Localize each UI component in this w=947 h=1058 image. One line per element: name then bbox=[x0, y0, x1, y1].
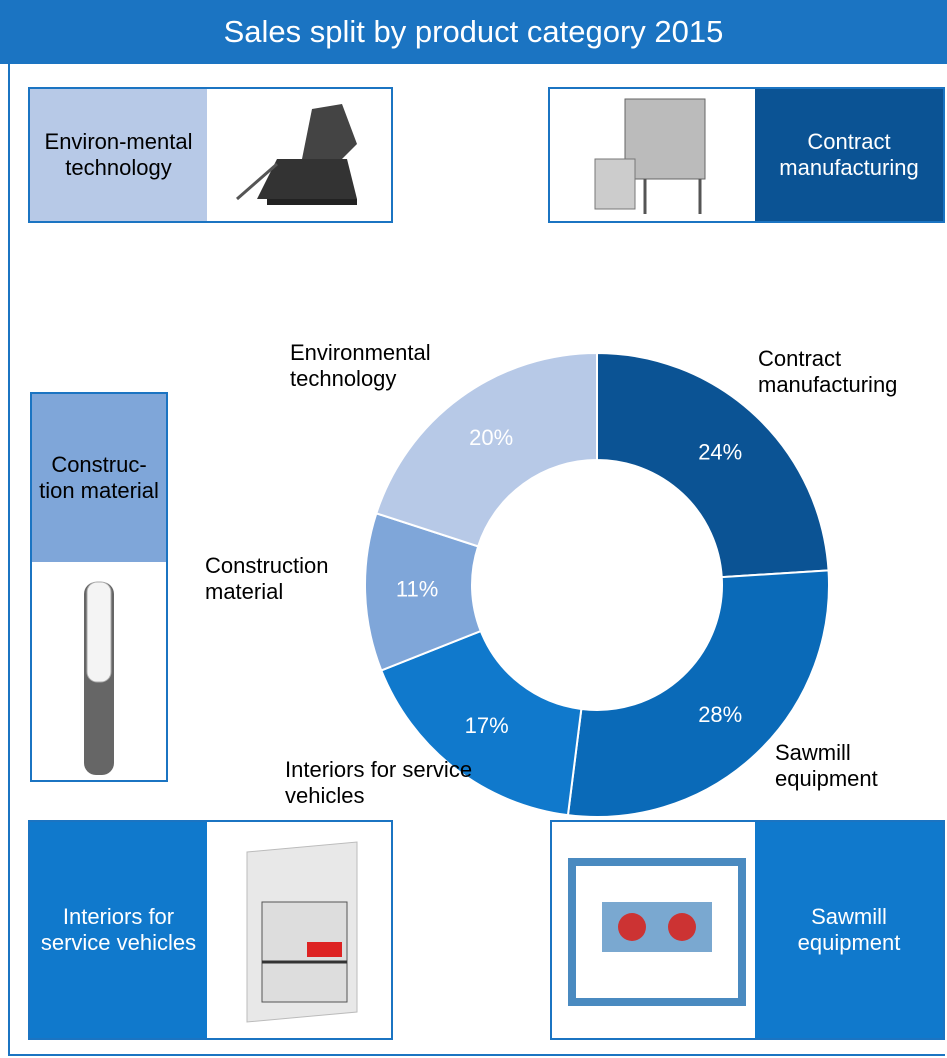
panel: Environ-mental technology bbox=[28, 87, 393, 223]
category-label: Interiors for service vehicles bbox=[285, 757, 473, 808]
category-label: Contract manufacturing bbox=[758, 346, 898, 397]
panel-label: Environ-mental technology bbox=[30, 89, 207, 221]
van-interior-icon bbox=[246, 841, 358, 1023]
chart-title: Sales split by product category 2015 bbox=[0, 0, 947, 64]
category-label: Environmental technology bbox=[290, 340, 431, 391]
machine-icon bbox=[594, 98, 706, 214]
panel-label: Sawmill equipment bbox=[755, 822, 943, 1038]
panel: Interiors for service vehicles bbox=[28, 820, 393, 1040]
machine-icon bbox=[236, 104, 357, 205]
sawmill-icon bbox=[568, 858, 746, 1006]
panel: Sawmill equipment bbox=[550, 820, 945, 1040]
panel-image bbox=[207, 822, 391, 1038]
frame bbox=[8, 64, 945, 1056]
panel-image bbox=[552, 822, 755, 1038]
panel: Construc-tion material bbox=[30, 392, 168, 782]
panel: Contract manufacturing bbox=[548, 87, 945, 223]
panel-image bbox=[32, 562, 166, 780]
panel-label: Interiors for service vehicles bbox=[30, 822, 207, 1038]
panel-image bbox=[207, 89, 391, 221]
panel-label: Contract manufacturing bbox=[755, 89, 943, 221]
panel-label: Construc-tion material bbox=[32, 394, 166, 562]
panel-image bbox=[550, 89, 755, 221]
category-label: Construction material bbox=[205, 553, 329, 604]
pipe-icon bbox=[84, 581, 114, 775]
category-label: Sawmill equipment bbox=[775, 740, 878, 791]
